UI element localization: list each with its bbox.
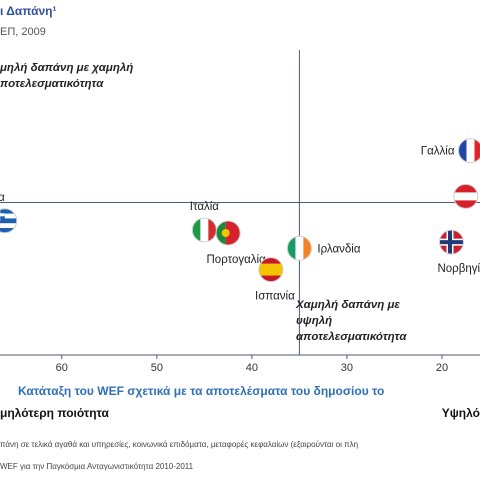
data-point-france: Γαλλία — [421, 138, 480, 164]
ireland-flag-icon — [287, 236, 312, 261]
x-axis-label: Κατάταξη του WEF σχετικά με τα αποτελέσμ… — [18, 384, 385, 398]
chart-subtitle: ΕΠ, 2009 — [0, 26, 46, 38]
portugal-flag-icon — [216, 221, 241, 245]
x-tick-label: 40 — [246, 362, 258, 374]
footnote-source: WEF για την Παγκόσμια Ανταγωνιστικότητα … — [0, 462, 194, 471]
flag-stripe — [295, 236, 304, 261]
quadrant-label-bottom-right: Χαμηλή δαπάνη με υψηλή αποτελεσματικότητ… — [296, 297, 407, 345]
data-point-ireland: Ιρλανδία — [286, 235, 361, 261]
flag-stripe — [0, 228, 17, 233]
x-tick-label: 60 — [56, 362, 68, 374]
flag-ring — [286, 235, 312, 261]
flag-stripe — [453, 184, 478, 193]
quadrant-label-top-left-line2: ποτελεσματικότητα — [0, 78, 104, 90]
flag-cross — [447, 230, 452, 255]
flag-stripe — [453, 192, 478, 201]
data-point-italy: Ιταλία — [190, 201, 220, 243]
flag-ring — [457, 138, 480, 164]
quadrant-label-bottom-right-line1: Χαμηλή δαπάνη με — [296, 299, 400, 311]
data-point-norway: Νορβηγί — [437, 229, 480, 275]
footnote-1: πάνη σε τελικά αγαθά και υπηρεσίες, κοιν… — [0, 440, 359, 449]
x-tick-label: 20 — [436, 362, 448, 374]
flag-ring — [453, 183, 479, 209]
quadrant-label-top-left: μηλή δαπάνη με χαμηλή ποτελεσματικότητα — [0, 60, 133, 92]
flag-stripe — [0, 208, 17, 215]
quadrant-label-bottom-right-line3: αποτελεσματικότητα — [296, 331, 407, 343]
x-tick-label: 50 — [151, 362, 163, 374]
axis-end-label-low: μηλότερη ποιότητα — [0, 406, 109, 420]
spain-flag-icon — [258, 257, 283, 282]
italy-flag-icon — [192, 217, 217, 242]
flag-ring — [215, 220, 241, 246]
norway-flag-icon — [439, 230, 464, 255]
data-point-greece: λάδα — [0, 192, 18, 234]
flag-stripe — [466, 138, 475, 163]
flag-stripe — [200, 217, 209, 242]
quadrant-label-top-left-line1: μηλή δαπάνη με χαμηλή — [0, 62, 134, 74]
flag-stripe — [208, 217, 217, 242]
axis-end-label-high: Υψηλό — [441, 406, 480, 420]
flag-stripe — [225, 221, 241, 245]
point-label: Γαλλία — [421, 146, 455, 158]
flag-stripe — [258, 263, 283, 276]
flag-emblem — [221, 229, 230, 237]
flag-stripe — [0, 223, 17, 229]
flag-stripe — [474, 138, 480, 163]
france-flag-icon — [458, 138, 480, 163]
austria-flag-icon — [453, 184, 478, 209]
flag-stripe — [458, 138, 467, 163]
flag-stripe — [287, 236, 296, 261]
point-label: Ιταλία — [190, 201, 220, 213]
flag-ring — [438, 229, 464, 255]
x-tick-label: 30 — [341, 362, 353, 374]
flag-stripe — [453, 200, 478, 209]
flag-stripe — [0, 218, 17, 224]
flag-stripe — [192, 217, 201, 242]
flag-ring — [0, 208, 18, 234]
point-label: λάδα — [0, 192, 5, 204]
flag-stripe — [303, 236, 312, 261]
chart-title: ι Δαπάνη¹ — [0, 4, 57, 18]
point-label: Ισπανία — [255, 291, 295, 303]
point-label: Πορτογαλία — [207, 254, 267, 266]
flag-stripe — [0, 213, 17, 219]
quadrant-label-bottom-right-line2: υψηλή — [296, 315, 333, 327]
flag-ring — [258, 257, 284, 283]
data-point-portugal: Πορτογαλία — [207, 220, 267, 266]
scatter-plot: 60 50 40 30 20 λάδα Ιταλία Πορτογαλία Ισπανία Ιρλ… — [0, 50, 480, 374]
point-label: Νορβηγί — [437, 263, 480, 275]
data-point-austria — [453, 183, 479, 209]
flag-stripe — [216, 221, 226, 245]
data-point-spain: Ισπανία — [255, 257, 295, 303]
flag-cross — [0, 213, 5, 217]
point-label: Ιρλανδία — [317, 243, 360, 255]
greece-flag-icon — [0, 208, 17, 233]
